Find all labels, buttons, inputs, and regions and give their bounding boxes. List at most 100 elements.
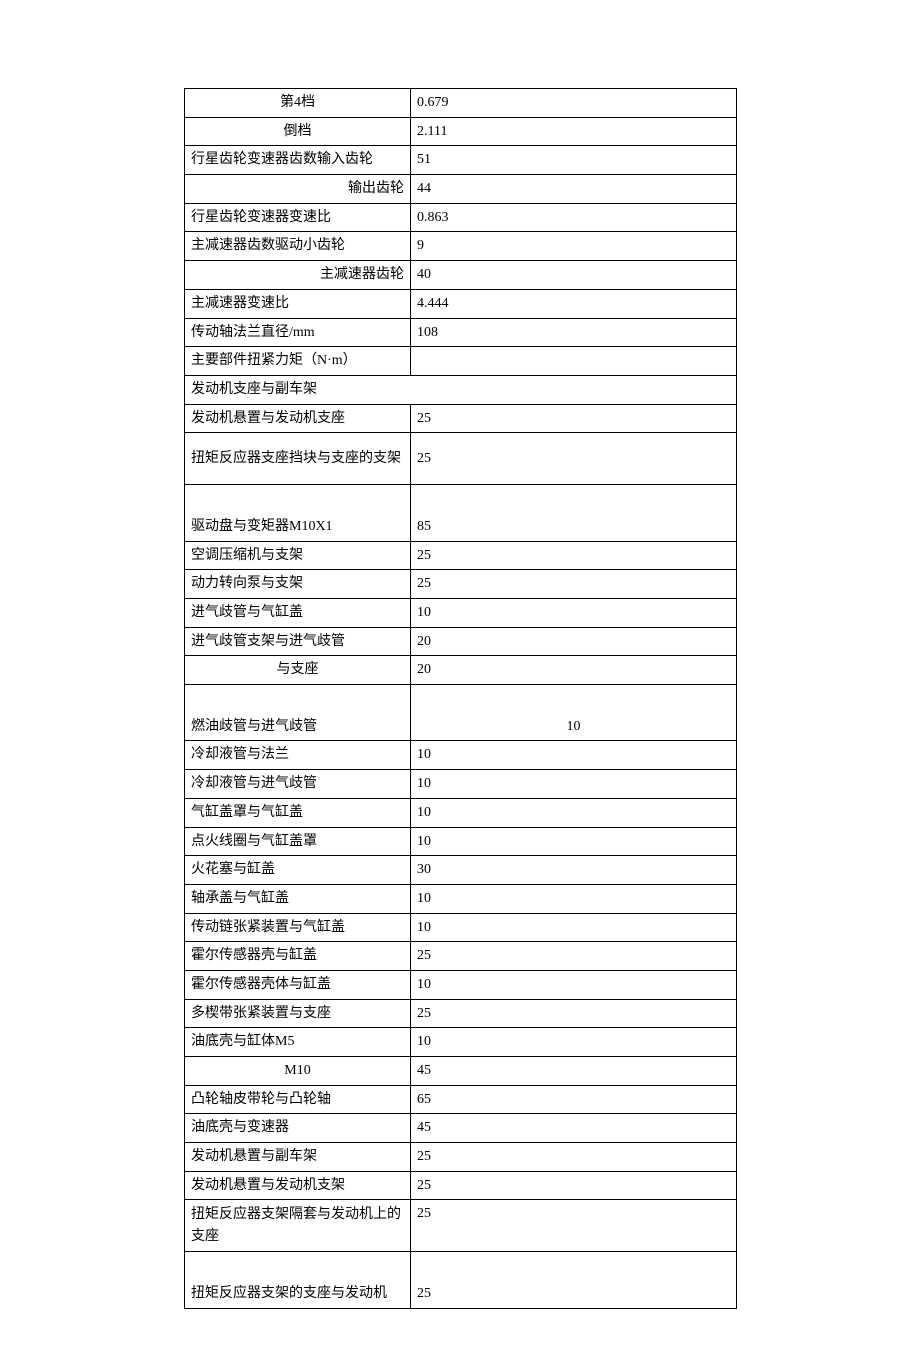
table-row: 发动机悬置与副车架25 (185, 1143, 737, 1172)
spec-label: 油底壳与缸体M5 (185, 1028, 411, 1057)
table-row: 驱动盘与变矩器M10X185 (185, 513, 737, 541)
table-row: 冷却液管与进气歧管10 (185, 770, 737, 799)
spec-value: 9 (411, 232, 737, 261)
table-row (185, 1252, 737, 1280)
table-row: 进气歧管支架与进气歧管20 (185, 627, 737, 656)
spec-label: 行星齿轮变速器齿数输入齿轮 (185, 146, 411, 175)
table-row: 霍尔传感器壳体与缸盖10 (185, 970, 737, 999)
table-row: 火花塞与缸盖30 (185, 856, 737, 885)
spec-value: 10 (411, 827, 737, 856)
spec-label: 传动轴法兰直径/mm (185, 318, 411, 347)
spec-label: 多楔带张紧装置与支座 (185, 999, 411, 1028)
specs-table: 第4档0.679倒档2.111行星齿轮变速器齿数输入齿轮51输出齿轮44行星齿轮… (184, 88, 737, 1309)
table-body: 第4档0.679倒档2.111行星齿轮变速器齿数输入齿轮51输出齿轮44行星齿轮… (185, 89, 737, 1309)
spec-value: 40 (411, 261, 737, 290)
spec-value: 25 (411, 1200, 737, 1252)
spec-label: 进气歧管与气缸盖 (185, 599, 411, 628)
spec-value: 25 (411, 541, 737, 570)
spec-value (411, 347, 737, 376)
spec-value: 4.444 (411, 289, 737, 318)
spec-label: 凸轮轴皮带轮与凸轮轴 (185, 1085, 411, 1114)
table-row: 油底壳与缸体M510 (185, 1028, 737, 1057)
table-row: M1045 (185, 1057, 737, 1086)
spec-label: 主减速器变速比 (185, 289, 411, 318)
spec-value: 85 (411, 513, 737, 541)
spec-label: 主要部件扭紧力矩（N·m） (185, 347, 411, 376)
spec-label: 霍尔传感器壳与缸盖 (185, 942, 411, 971)
spec-label: 冷却液管与进气歧管 (185, 770, 411, 799)
table-row: 发动机悬置与发动机支座25 (185, 404, 737, 433)
table-row: 倒档2.111 (185, 117, 737, 146)
spec-value: 10 (411, 741, 737, 770)
table-row: 主减速器齿轮40 (185, 261, 737, 290)
spec-value: 108 (411, 318, 737, 347)
spec-value: 10 (411, 599, 737, 628)
spec-label: 与支座 (185, 656, 411, 685)
table-row: 发动机支座与副车架 (185, 375, 737, 404)
spec-label: 扭矩反应器支架隔套与发动机上的支座 (185, 1200, 411, 1252)
spec-value: 45 (411, 1114, 737, 1143)
table-row (185, 485, 737, 513)
spec-value: 10 (411, 1028, 737, 1057)
spec-label: 轴承盖与气缸盖 (185, 884, 411, 913)
spec-value: 10 (411, 884, 737, 913)
table-row: 第4档0.679 (185, 89, 737, 118)
spec-value: 30 (411, 856, 737, 885)
table-row: 动力转向泵与支架25 (185, 570, 737, 599)
table-row: 冷却液管与法兰10 (185, 741, 737, 770)
spec-value: 25 (411, 1280, 737, 1308)
spec-label: 主减速器齿轮 (185, 261, 411, 290)
spec-value: 25 (411, 570, 737, 599)
blank-cell (411, 485, 737, 513)
blank-cell (411, 685, 737, 713)
spec-value: 20 (411, 627, 737, 656)
spec-value: 65 (411, 1085, 737, 1114)
spec-label: 进气歧管支架与进气歧管 (185, 627, 411, 656)
table-row: 燃油歧管与进气歧管10 (185, 713, 737, 741)
table-row: 与支座20 (185, 656, 737, 685)
spec-label: 发动机支座与副车架 (185, 375, 737, 404)
table-row: 凸轮轴皮带轮与凸轮轴65 (185, 1085, 737, 1114)
spec-label: 传动链张紧装置与气缸盖 (185, 913, 411, 942)
spec-value: 2.111 (411, 117, 737, 146)
spec-value: 20 (411, 656, 737, 685)
spec-label: 火花塞与缸盖 (185, 856, 411, 885)
table-row: 扭矩反应器支座挡块与支座的支架25 (185, 433, 737, 485)
blank-cell (185, 685, 411, 713)
table-row: 轴承盖与气缸盖10 (185, 884, 737, 913)
table-row (185, 685, 737, 713)
spec-label: 发动机悬置与发动机支架 (185, 1171, 411, 1200)
blank-cell (411, 1252, 737, 1280)
spec-label: 主减速器齿数驱动小齿轮 (185, 232, 411, 261)
table-row: 行星齿轮变速器变速比0.863 (185, 203, 737, 232)
table-row: 传动轴法兰直径/mm108 (185, 318, 737, 347)
table-row: 主要部件扭紧力矩（N·m） (185, 347, 737, 376)
spec-value: 0.863 (411, 203, 737, 232)
spec-label: 燃油歧管与进气歧管 (185, 713, 411, 741)
spec-value: 25 (411, 942, 737, 971)
spec-label: 冷却液管与法兰 (185, 741, 411, 770)
spec-label: 扭矩反应器支座挡块与支座的支架 (185, 433, 411, 485)
table-row: 气缸盖罩与气缸盖10 (185, 798, 737, 827)
spec-value: 25 (411, 1143, 737, 1172)
spec-label: 倒档 (185, 117, 411, 146)
spec-label: 气缸盖罩与气缸盖 (185, 798, 411, 827)
table-row: 输出齿轮44 (185, 175, 737, 204)
spec-label: 扭矩反应器支架的支座与发动机 (185, 1280, 411, 1308)
table-row: 进气歧管与气缸盖10 (185, 599, 737, 628)
spec-value: 0.679 (411, 89, 737, 118)
spec-label: M10 (185, 1057, 411, 1086)
spec-value: 10 (411, 798, 737, 827)
spec-label: 输出齿轮 (185, 175, 411, 204)
table-row: 主减速器变速比4.444 (185, 289, 737, 318)
specs-table-container: 第4档0.679倒档2.111行星齿轮变速器齿数输入齿轮51输出齿轮44行星齿轮… (184, 88, 736, 1309)
spec-value: 25 (411, 433, 737, 485)
table-row: 主减速器齿数驱动小齿轮9 (185, 232, 737, 261)
spec-value: 10 (411, 770, 737, 799)
table-row: 油底壳与变速器45 (185, 1114, 737, 1143)
spec-label: 霍尔传感器壳体与缸盖 (185, 970, 411, 999)
spec-label: 行星齿轮变速器变速比 (185, 203, 411, 232)
table-row: 空调压缩机与支架25 (185, 541, 737, 570)
spec-value: 25 (411, 1171, 737, 1200)
spec-value: 45 (411, 1057, 737, 1086)
